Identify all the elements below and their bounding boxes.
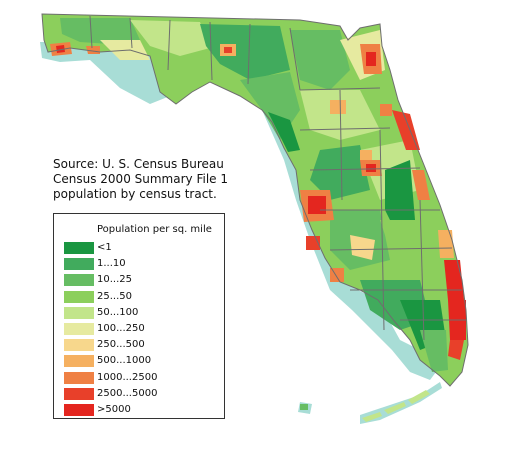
legend-swatch bbox=[64, 339, 94, 352]
source-line-2: Census 2000 Summary File 1 bbox=[53, 172, 228, 186]
source-line-3: population by census tract. bbox=[53, 187, 217, 201]
legend-swatch bbox=[64, 290, 94, 303]
legend-swatch bbox=[64, 404, 94, 416]
density-patches bbox=[60, 18, 448, 372]
legend-item: 2500...5000 bbox=[64, 387, 214, 401]
legend-label: >5000 bbox=[97, 404, 131, 415]
legend-item: >5000 bbox=[64, 403, 214, 417]
source-note: Source: U. S. Census Bureau Census 2000 … bbox=[53, 157, 228, 202]
legend-label: 1...10 bbox=[97, 258, 126, 270]
legend-item: <1 bbox=[64, 241, 214, 255]
legend-title: Population per sq. mile bbox=[97, 224, 212, 235]
legend-swatch bbox=[64, 242, 94, 254]
legend-swatch bbox=[64, 355, 94, 368]
legend-item: 250...500 bbox=[64, 338, 214, 352]
legend-label: 2500...5000 bbox=[97, 387, 158, 399]
legend-swatch bbox=[64, 387, 94, 400]
legend-label: 50...100 bbox=[97, 306, 139, 318]
legend-label: 500...1000 bbox=[97, 355, 152, 367]
legend-item: 1...10 bbox=[64, 257, 214, 271]
legend-label: 10...25 bbox=[97, 274, 132, 286]
legend-label: 250...500 bbox=[97, 339, 145, 351]
county-boundaries bbox=[41, 13, 469, 387]
legend-swatch bbox=[64, 258, 94, 271]
legend-item: 1000...2500 bbox=[64, 371, 214, 385]
legend-item: 10...25 bbox=[64, 273, 214, 287]
florida-keys bbox=[300, 390, 430, 422]
legend-item: 500...1000 bbox=[64, 354, 214, 368]
legend-item: 50...100 bbox=[64, 306, 214, 320]
legend-item: 25...50 bbox=[64, 290, 214, 304]
legend-label: 1000...2500 bbox=[97, 371, 158, 383]
legend-label: 25...50 bbox=[97, 290, 132, 302]
source-line-1: Source: U. S. Census Bureau bbox=[53, 157, 224, 171]
legend-label: 100...250 bbox=[97, 323, 145, 334]
legend-swatch bbox=[64, 323, 94, 335]
legend-swatch bbox=[64, 274, 94, 287]
legend-swatch bbox=[64, 306, 94, 319]
legend-item: 100...250 bbox=[64, 322, 214, 336]
urban-areas bbox=[50, 42, 466, 360]
legend-label: <1 bbox=[97, 242, 112, 253]
legend-swatch bbox=[64, 371, 94, 384]
legend: Population per sq. mile <1 1...10 10...25 2… bbox=[53, 213, 225, 419]
